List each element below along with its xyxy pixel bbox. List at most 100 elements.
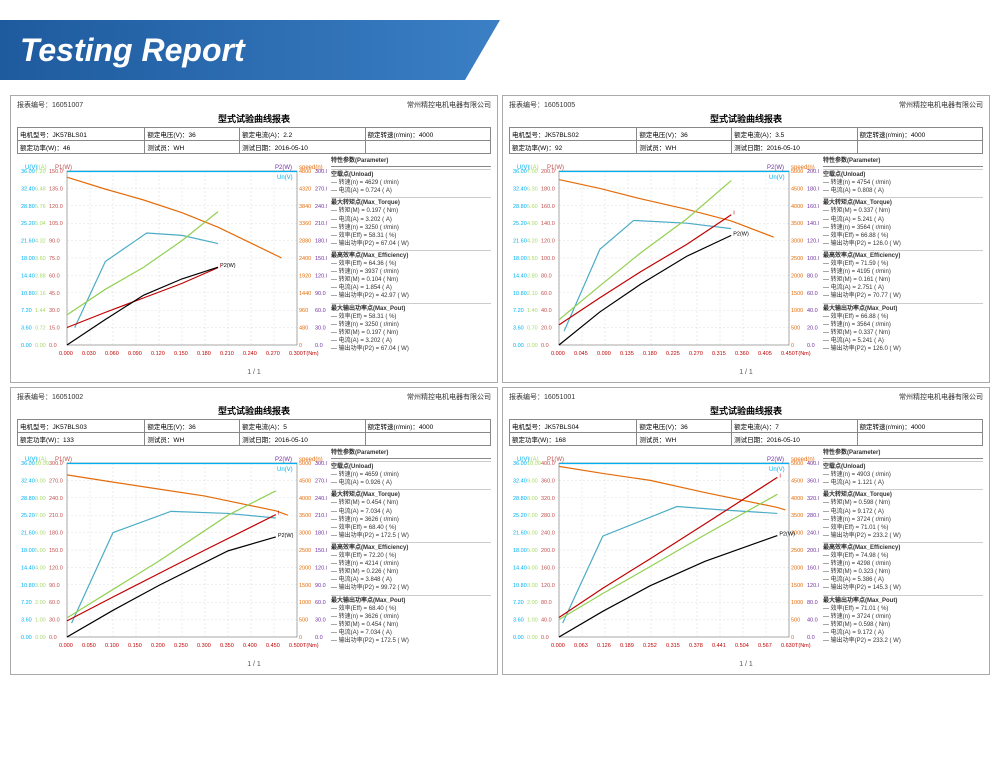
svg-text:10.80: 10.80 bbox=[513, 583, 527, 589]
svg-text:300.0: 300.0 bbox=[49, 461, 63, 467]
svg-text:7.00: 7.00 bbox=[35, 513, 46, 519]
svg-text:60.0: 60.0 bbox=[807, 291, 818, 297]
motor-curve-chart: U(V)I(A)P1(W)speed(n)P2(W)36.007.20150.0… bbox=[17, 157, 327, 367]
svg-text:60.0: 60.0 bbox=[315, 600, 326, 606]
svg-text:40.0: 40.0 bbox=[541, 618, 552, 624]
report-panel-3: 报表编号：16051001 常州精控电机电器有限公司 型式试验曲线报表 电机型号… bbox=[502, 387, 990, 675]
meta-table: 电机型号：JK57BLS04额定电压(V)：36额定电流(A)：7额定转速(r/… bbox=[509, 419, 983, 446]
svg-text:2.00: 2.00 bbox=[527, 600, 538, 606]
svg-text:4.00: 4.00 bbox=[35, 565, 46, 571]
svg-text:0.252: 0.252 bbox=[643, 643, 657, 649]
svg-text:4000: 4000 bbox=[299, 496, 311, 502]
svg-text:120.0: 120.0 bbox=[315, 565, 327, 571]
svg-text:18.00: 18.00 bbox=[513, 256, 527, 262]
svg-text:1500: 1500 bbox=[791, 291, 803, 297]
svg-text:120.0: 120.0 bbox=[807, 583, 819, 589]
parameter-panel: 特性参数(Parameter)空载点(Unload)— 转速(n) = 4754… bbox=[819, 157, 983, 367]
panel-title: 型式试验曲线报表 bbox=[17, 112, 491, 125]
svg-text:P2(W): P2(W) bbox=[275, 457, 292, 463]
svg-text:60.0: 60.0 bbox=[541, 291, 552, 297]
svg-text:200.0: 200.0 bbox=[807, 548, 819, 554]
svg-text:4320: 4320 bbox=[299, 186, 311, 192]
svg-text:0.0: 0.0 bbox=[807, 343, 815, 349]
svg-text:21.60: 21.60 bbox=[21, 239, 35, 245]
svg-text:2500: 2500 bbox=[791, 256, 803, 262]
svg-text:0.270: 0.270 bbox=[266, 351, 280, 357]
svg-text:14.40: 14.40 bbox=[513, 273, 527, 279]
svg-text:270.0: 270.0 bbox=[315, 186, 327, 192]
svg-text:0.000: 0.000 bbox=[551, 351, 565, 357]
svg-text:0.270: 0.270 bbox=[689, 351, 703, 357]
svg-text:0.400: 0.400 bbox=[243, 643, 257, 649]
svg-text:40.0: 40.0 bbox=[541, 308, 552, 314]
svg-text:0.360: 0.360 bbox=[735, 351, 749, 357]
svg-text:0.00: 0.00 bbox=[21, 635, 32, 641]
svg-text:4000: 4000 bbox=[791, 204, 803, 210]
svg-text:P2(W): P2(W) bbox=[779, 532, 795, 538]
svg-text:280.0: 280.0 bbox=[541, 513, 555, 519]
svg-text:0.000: 0.000 bbox=[551, 643, 565, 649]
svg-text:0.00: 0.00 bbox=[527, 343, 538, 349]
svg-text:7.20: 7.20 bbox=[21, 600, 32, 606]
company-name: 常州精控电机电器有限公司 bbox=[407, 100, 491, 110]
svg-text:3.00: 3.00 bbox=[35, 583, 46, 589]
report-no: 报表编号：16051007 bbox=[17, 100, 83, 110]
svg-text:10.80: 10.80 bbox=[513, 291, 527, 297]
svg-text:0: 0 bbox=[791, 635, 794, 641]
svg-text:36.00: 36.00 bbox=[21, 461, 35, 467]
svg-text:28.80: 28.80 bbox=[21, 496, 35, 502]
svg-text:0.200: 0.200 bbox=[151, 643, 165, 649]
svg-text:0.150: 0.150 bbox=[174, 351, 188, 357]
svg-text:2.16: 2.16 bbox=[35, 291, 46, 297]
svg-text:3360: 3360 bbox=[299, 221, 311, 227]
svg-text:2.80: 2.80 bbox=[527, 273, 538, 279]
svg-text:0.135: 0.135 bbox=[620, 351, 634, 357]
svg-text:28.80: 28.80 bbox=[513, 496, 527, 502]
svg-text:1500: 1500 bbox=[791, 583, 803, 589]
svg-text:20.0: 20.0 bbox=[807, 326, 818, 332]
svg-text:360.0: 360.0 bbox=[541, 478, 555, 484]
meta-table: 电机型号：JK57BLS02额定电压(V)：36额定电流(A)：3.5额定转速(… bbox=[509, 127, 983, 154]
report-panel-1: 报表编号：16051005 常州精控电机电器有限公司 型式试验曲线报表 电机型号… bbox=[502, 95, 990, 383]
svg-text:10.00: 10.00 bbox=[527, 461, 541, 467]
svg-text:5.00: 5.00 bbox=[35, 548, 46, 554]
svg-text:20.0: 20.0 bbox=[541, 326, 552, 332]
svg-text:4000: 4000 bbox=[791, 496, 803, 502]
svg-text:5.00: 5.00 bbox=[527, 548, 538, 554]
svg-text:10.00: 10.00 bbox=[35, 461, 49, 467]
svg-text:0.000: 0.000 bbox=[59, 643, 73, 649]
svg-text:25.20: 25.20 bbox=[513, 513, 527, 519]
svg-text:14.40: 14.40 bbox=[21, 565, 35, 571]
svg-text:80.0: 80.0 bbox=[541, 273, 552, 279]
svg-text:240.0: 240.0 bbox=[807, 531, 819, 537]
report-panel-2: 报表编号：16051002 常州精控电机电器有限公司 型式试验曲线报表 电机型号… bbox=[10, 387, 498, 675]
svg-text:30.0: 30.0 bbox=[315, 618, 326, 624]
svg-text:2000: 2000 bbox=[791, 273, 803, 279]
svg-text:320.0: 320.0 bbox=[807, 496, 819, 502]
svg-text:120.0: 120.0 bbox=[541, 583, 555, 589]
svg-text:5000: 5000 bbox=[791, 169, 803, 175]
svg-text:T(Nm): T(Nm) bbox=[303, 643, 319, 649]
svg-text:0.450: 0.450 bbox=[266, 643, 280, 649]
svg-text:0.250: 0.250 bbox=[174, 643, 188, 649]
svg-text:32.40: 32.40 bbox=[513, 186, 527, 192]
svg-text:200.0: 200.0 bbox=[541, 548, 555, 554]
svg-text:0.030: 0.030 bbox=[82, 351, 96, 357]
svg-text:3.60: 3.60 bbox=[513, 326, 524, 332]
svg-text:3000: 3000 bbox=[791, 239, 803, 245]
svg-text:0: 0 bbox=[299, 635, 302, 641]
svg-text:6.00: 6.00 bbox=[527, 531, 538, 537]
svg-text:32.40: 32.40 bbox=[21, 478, 35, 484]
svg-text:320.0: 320.0 bbox=[541, 496, 555, 502]
svg-text:90.0: 90.0 bbox=[315, 583, 326, 589]
svg-text:80.0: 80.0 bbox=[541, 600, 552, 606]
svg-text:500: 500 bbox=[791, 326, 800, 332]
svg-text:180.0: 180.0 bbox=[315, 531, 327, 537]
svg-text:7.00: 7.00 bbox=[527, 169, 538, 175]
svg-text:3.60: 3.60 bbox=[35, 256, 46, 262]
company-name: 常州精控电机电器有限公司 bbox=[899, 392, 983, 402]
svg-text:0.450: 0.450 bbox=[781, 351, 795, 357]
svg-text:120.0: 120.0 bbox=[541, 239, 555, 245]
svg-text:3.50: 3.50 bbox=[527, 256, 538, 262]
svg-text:3.60: 3.60 bbox=[513, 618, 524, 624]
